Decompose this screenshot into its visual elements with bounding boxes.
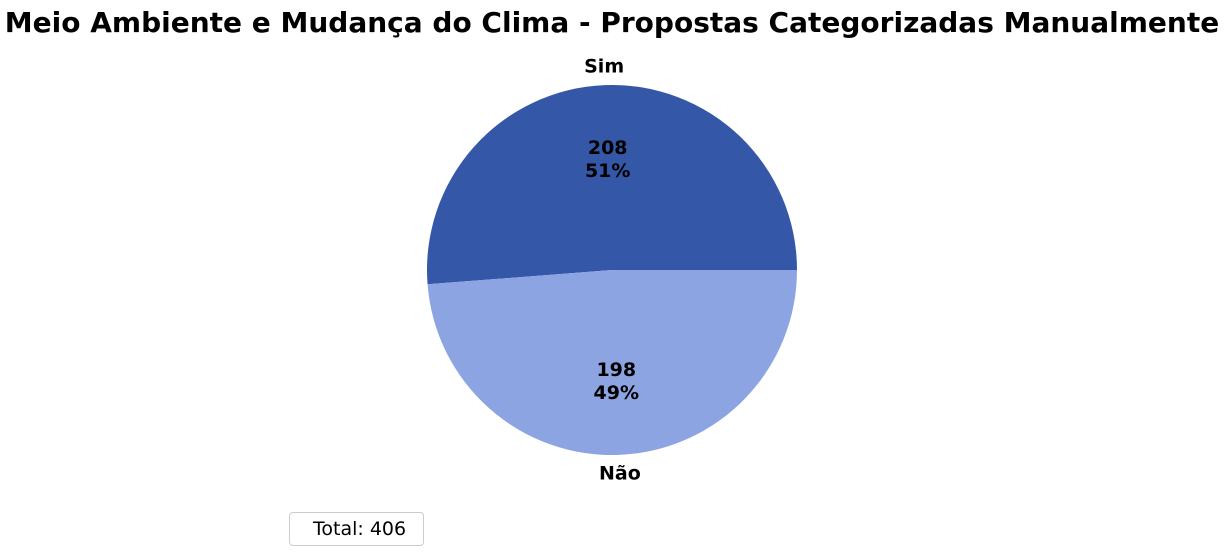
legend: Total: 406 (289, 512, 424, 546)
chart-title: Meio Ambiente e Mudança do Clima - Propo… (4, 6, 1220, 39)
slice-category-label: Sim (584, 56, 624, 78)
slice-percent-label: 51% (585, 160, 630, 182)
slice-value-label: 208 (588, 137, 628, 159)
pie-slice-n-o (427, 270, 797, 456)
pie-slice-sim (427, 85, 797, 285)
pie-slices (427, 85, 797, 456)
slice-category-label: Não (599, 462, 641, 484)
legend-total-text: Total: 406 (313, 518, 407, 540)
slice-value-label: 198 (596, 359, 636, 381)
slice-percent-label: 49% (594, 382, 639, 404)
